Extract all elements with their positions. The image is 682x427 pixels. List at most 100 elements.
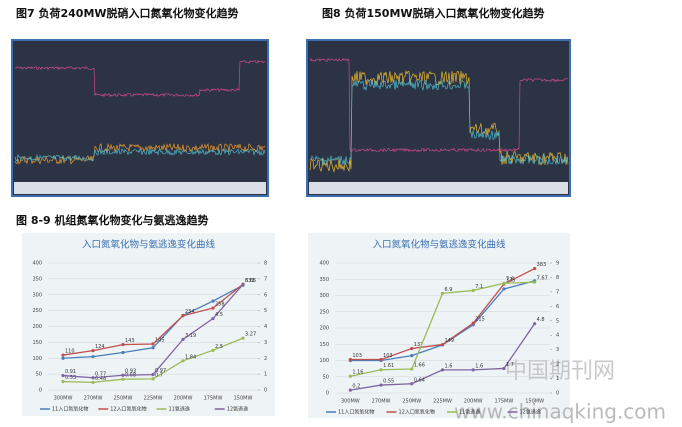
x-tick-label: 200MW: [174, 396, 193, 402]
y2-tick-label: 5: [556, 318, 559, 324]
x-tick-label: 250MW: [402, 399, 421, 405]
y2-tick-label: 3: [264, 340, 267, 346]
point: [121, 350, 125, 355]
x-tick-label: 175MW: [204, 396, 223, 402]
y-tick-label: 0: [326, 391, 329, 397]
trend-screenshot: [306, 39, 571, 197]
y-tick-label: 100: [32, 356, 42, 362]
legend-label: 12氨逃逸: [227, 406, 248, 413]
point: [151, 346, 155, 350]
value-label: 0.2: [352, 384, 360, 390]
value-label: 4.5: [215, 312, 223, 318]
value-label: 145: [155, 337, 165, 343]
y2-tick-label: 8: [556, 275, 559, 281]
y-tick-label: 50: [323, 374, 329, 380]
point: [211, 348, 215, 352]
value-label: 103: [383, 353, 393, 359]
point: [533, 266, 537, 271]
value-label: 258: [215, 302, 225, 308]
value-label: 1.16: [352, 370, 363, 376]
y-tick-label: 200: [319, 326, 329, 332]
value-label: 103: [352, 353, 362, 359]
point: [211, 306, 215, 310]
x-tick-label: 250MW: [114, 396, 133, 402]
value-label: 7.67: [537, 276, 548, 282]
x-tick-label: 270MW: [372, 399, 391, 405]
x-tick-label: 150MW: [525, 399, 544, 405]
y-tick-label: 400: [319, 261, 329, 267]
y2-tick-label: 4: [556, 333, 559, 339]
point: [440, 368, 445, 372]
value-label: 0.53: [65, 375, 76, 381]
trend-screenshot: [11, 39, 269, 197]
y-tick-label: 200: [32, 324, 42, 330]
y2-tick-label: 6: [556, 304, 559, 310]
point: [533, 322, 537, 326]
point: [121, 377, 125, 381]
point: [61, 356, 65, 360]
value-label: 333: [245, 278, 255, 284]
y2-tick-label: 0: [556, 391, 559, 397]
point: [348, 357, 352, 362]
y-tick-label: 100: [319, 358, 329, 364]
y2-tick-label: 2: [264, 356, 267, 362]
trend-trace: [309, 57, 569, 153]
point: [181, 359, 185, 363]
point: [502, 287, 506, 291]
watermark: www.chinaqking.com: [454, 400, 666, 424]
y-tick-label: 300: [32, 292, 42, 298]
trend-trace: [309, 69, 569, 173]
y-tick-label: 150: [32, 340, 42, 346]
value-label: 143: [125, 338, 135, 344]
point: [410, 346, 414, 351]
value-label: 3.27: [245, 332, 256, 338]
chart-title: 入口氮氧化物与氨逃逸变化曲线: [372, 239, 506, 251]
point: [91, 376, 95, 380]
point: [211, 299, 215, 303]
point: [91, 355, 95, 359]
point: [91, 380, 95, 384]
watermark: 中国期刊网: [505, 359, 615, 384]
value-label: 2.5: [215, 344, 223, 350]
value-label: 1.6: [475, 363, 483, 369]
chart-bg: [308, 233, 570, 418]
legend-label: 11入口氮氧化物: [52, 406, 88, 413]
point: [440, 342, 445, 347]
y-tick-label: 0: [39, 388, 42, 394]
value-label: 0.7: [155, 372, 163, 378]
point: [61, 373, 65, 378]
point: [440, 291, 445, 295]
point: [410, 367, 414, 371]
trend-trace: [14, 142, 266, 165]
x-tick-label: 225MW: [433, 399, 452, 405]
y2-tick-label: 7: [556, 289, 559, 295]
y2-tick-label: 0: [264, 388, 267, 394]
y2-tick-label: 7: [264, 276, 267, 282]
legend-label: 12入口氮氧化物: [399, 409, 435, 416]
value-label: 1.84: [185, 354, 196, 360]
value-label: 0.64: [414, 377, 425, 383]
point: [379, 357, 383, 362]
value-label: 0.97: [155, 368, 166, 374]
legend-label: 11氨逃逸: [459, 409, 480, 416]
value-label: 215: [475, 317, 485, 323]
y2-tick-label: 3: [556, 347, 559, 353]
point: [410, 354, 414, 358]
value-label: 1.61: [383, 363, 394, 369]
point: [241, 282, 245, 287]
x-tick-label: 225MW: [144, 396, 163, 402]
point: [151, 377, 155, 381]
point: [471, 368, 475, 372]
value-label: 7.6: [506, 277, 514, 283]
point: [533, 280, 537, 284]
y-tick-label: 150: [319, 342, 329, 348]
value-label: 7.1: [475, 284, 483, 290]
point: [410, 382, 414, 386]
value-label: 137: [414, 342, 424, 348]
x-tick-label: 300MW: [54, 396, 73, 402]
point: [471, 288, 475, 293]
point: [121, 342, 125, 347]
point: [348, 374, 352, 378]
value-label: 0.55: [383, 379, 394, 385]
point: [211, 316, 215, 321]
